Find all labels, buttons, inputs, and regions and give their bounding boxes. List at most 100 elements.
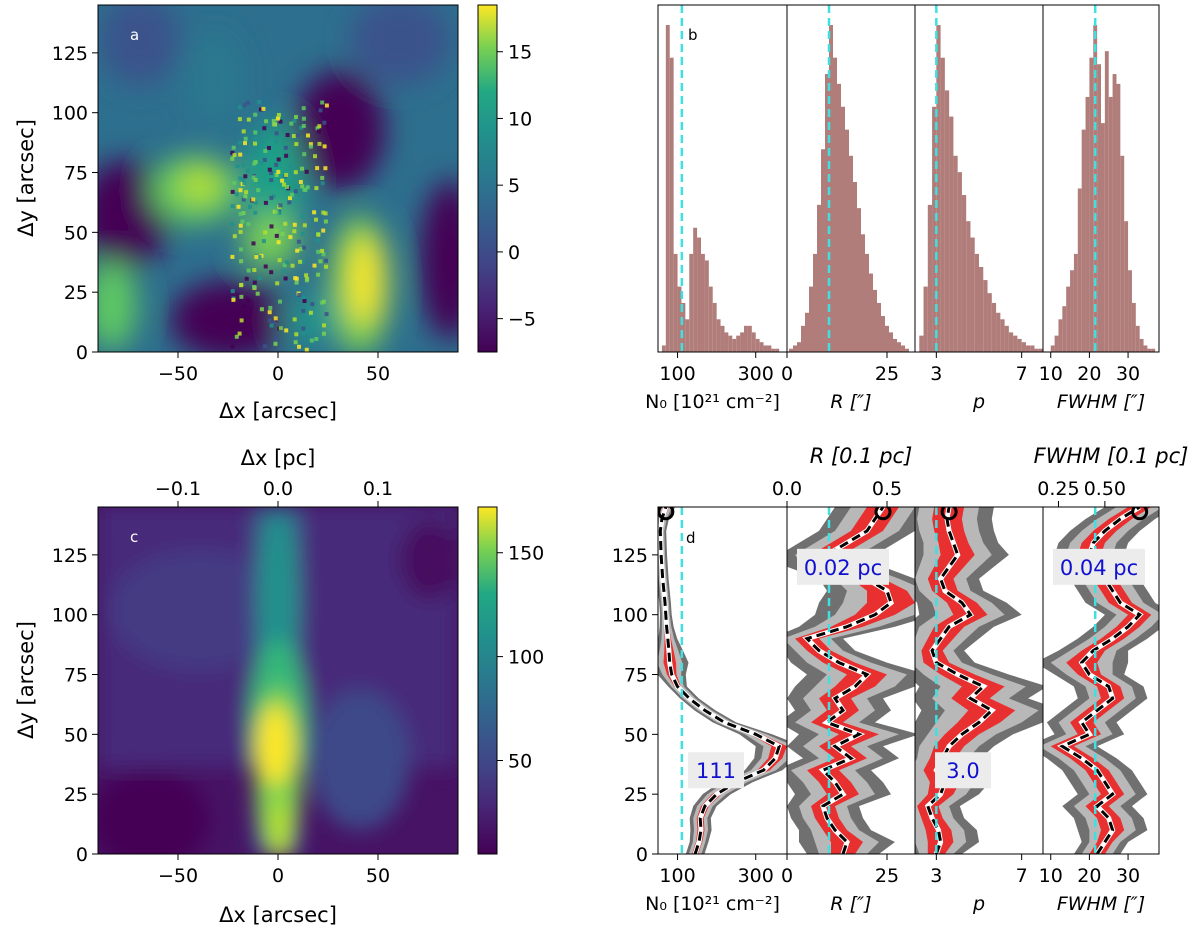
colorbar-a [477,4,498,353]
speckle-pixel [242,181,247,186]
speckle-pixel [293,170,298,175]
x-tick-label: 100 [659,363,695,385]
speckle-pixel [324,103,329,108]
speckle-pixel [271,122,276,127]
speckle-pixel [304,347,309,352]
profile-halo [924,507,996,854]
speckle-pixel [240,219,245,224]
speckle-pixel [317,124,322,129]
speckle-pixel [238,211,243,216]
speckle-pixel [268,305,273,310]
axes-frame-d-FWHM [1042,506,1160,855]
x-tick-label: 7 [1016,363,1028,385]
speckle-pixel [259,307,264,312]
x-tick-label: 10 [1039,865,1063,887]
histogram-bar [1089,57,1094,352]
histogram-bar [681,302,686,352]
speckle-pixel [253,141,257,146]
histogram-bar [809,286,813,352]
speckle-pixel [248,204,252,209]
histogram-bar [991,302,997,352]
speckle-pixel [259,160,264,165]
histogram-bar [1108,96,1113,352]
speckle-pixel [322,331,326,336]
histogram-bar [837,83,841,353]
colorbar-tick-label: 150 [508,543,544,565]
panel-label-d: d [686,529,696,547]
heatmap-c [98,507,458,854]
histogram-bar [744,325,748,352]
histogram-bar [983,280,988,352]
histogram-bar [1077,188,1082,352]
ylabel-c: Δy [arcsec] [14,621,38,739]
speckle-pixel [285,185,290,189]
speckle-pixel [251,197,256,202]
histogram-bar [857,208,861,352]
x-tick-label: 100 [659,865,695,887]
xlabel-b-N0: N₀ [10²¹ cm⁻²] [645,391,780,413]
speckle-pixel [304,278,309,283]
histogram-bar [1034,348,1039,352]
speckle-pixel [285,133,290,137]
colorbar-tick-label: −5 [508,309,536,331]
speckle-pixel [237,105,242,110]
colorbar-tick-label: 100 [508,647,544,669]
speckle-pixel [274,210,279,215]
speckle-pixel [241,129,246,134]
speckle-pixel [269,178,274,183]
speckle-pixel [232,153,237,158]
speckle-pixel [301,260,305,265]
xlabel-d-N0: N₀ [10²¹ cm⁻²] [645,893,780,915]
speckle-pixel [284,328,289,333]
speckle-pixel [243,141,247,146]
speckle-pixel [255,291,260,296]
speckle-pixel [299,125,304,130]
speckle-pixel [312,263,317,268]
x-tick-label: 10 [1039,363,1063,385]
speckle-pixel [275,116,280,121]
panel-label-a: a [130,26,139,44]
top-x-tick-label: −0.1 [155,478,201,500]
speckle-pixel [301,124,306,128]
histogram-bar [1058,319,1063,352]
speckle-pixel [264,119,269,124]
histogram-bar [987,293,992,352]
profile-plot [915,507,1043,854]
speckle-pixel [230,189,235,194]
speckle-pixel [263,264,268,269]
histogram-bar [996,312,1001,352]
speckle-pixel [235,164,240,169]
speckle-pixel [241,177,246,182]
speckle-pixel [243,136,248,141]
speckle-pixel [239,318,244,323]
speckle-pixel [282,182,286,187]
speckle-pixel [246,117,251,122]
speckle-pixel [273,316,278,321]
speckle-pixel [253,137,258,142]
x-tick-label: 3 [930,865,942,887]
xlabel-b-R: R [″] [830,391,871,413]
histogram-bar [873,289,877,352]
speckle-pixel [269,224,274,229]
x-tick-label: 7 [1016,865,1028,887]
histogram-bar [1054,335,1059,352]
histogram-bar [1120,155,1125,352]
speckle-pixel [292,134,296,138]
axes-c: −50 0 50 0 25 50 75 100 125 −0.1 0.0 0.1 [52,478,393,887]
end-marker [1131,507,1149,521]
histogram-bar [708,286,713,352]
y-tick-label: 125 [52,545,88,567]
colorbar-tick-label: 5 [508,175,520,197]
histogram-bar [697,237,701,352]
speckle-pixel [296,239,301,244]
speckle-pixel [241,163,246,168]
speckle-pixel [231,297,236,302]
histogram-bar [861,234,865,352]
speckle-pixel [269,270,274,275]
speckle-pixel [246,299,251,303]
speckle-pixel [242,304,247,309]
speckle-pixel [278,299,282,304]
speckle-pixel [289,192,294,197]
y-tick-label: 75 [624,665,648,687]
